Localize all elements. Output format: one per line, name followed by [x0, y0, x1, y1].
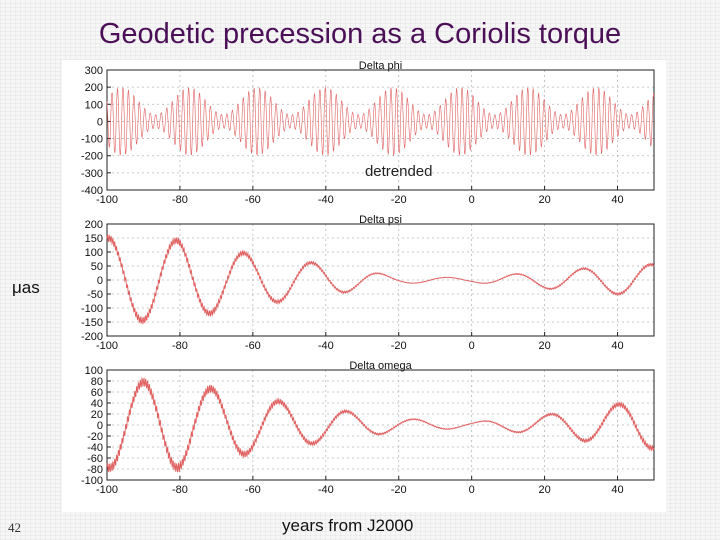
subplot-title: Delta psi [359, 214, 402, 226]
chart-figure: Delta phi3002001000-100-200-300-400-100-… [81, 60, 655, 496]
chart-panel: Delta phi 300 200 100 0 -100 -200 -300 -400 -100-… [62, 60, 666, 512]
y-tick-label: -20 [87, 431, 103, 443]
y-unit-label: μas [12, 278, 40, 297]
page-number: 42 [8, 520, 21, 535]
y-tick-label: -60 [87, 453, 103, 465]
y-tick-label: -400 [81, 185, 103, 197]
x-tick-label: -20 [391, 484, 407, 496]
x-tick-label: 20 [538, 484, 550, 496]
y-tick-label: -80 [87, 464, 103, 476]
x-tick-label: -40 [318, 484, 334, 496]
x-axis-caption: years from J2000 [282, 516, 414, 535]
y-tick-label: -200 [81, 151, 103, 163]
y-tick-label: 0 [97, 275, 103, 287]
y-tick-label: 40 [91, 398, 103, 410]
y-tick-label: 150 [85, 233, 103, 245]
x-tick-label: -40 [318, 194, 334, 206]
y-tick-label: 100 [85, 99, 103, 111]
x-tick-label: -100 [96, 484, 118, 496]
x-tick-label: 20 [538, 340, 550, 352]
y-tick-label: 80 [91, 376, 103, 388]
subplot-3: Delta omega100806040200-20-40-60-80-100-… [81, 360, 655, 496]
y-tick-label: -150 [81, 317, 103, 329]
x-tick-label: -60 [245, 340, 261, 352]
x-tick-label: 20 [538, 194, 550, 206]
y-tick-label: 300 [85, 65, 103, 77]
y-tick-label: 0 [97, 116, 103, 128]
x-tick-label: 0 [469, 194, 475, 206]
subplot-1: Delta phi3002001000-100-200-300-400-100-… [81, 60, 655, 206]
y-tick-label: -50 [87, 289, 103, 301]
x-tick-label: 40 [611, 340, 623, 352]
plot-frame [106, 223, 655, 337]
x-tick-label: -100 [96, 340, 118, 352]
x-tick-label: -40 [318, 340, 334, 352]
x-tick-label: -20 [391, 194, 407, 206]
annotation-label: detrended [365, 163, 433, 180]
y-tick-label: -100 [81, 475, 103, 487]
plot-frame [106, 69, 655, 191]
series-line [106, 87, 655, 156]
y-tick-label: -300 [81, 168, 103, 180]
y-tick-label: -40 [87, 442, 103, 454]
x-tick-label: -20 [391, 340, 407, 352]
y-tick-label: 0 [97, 420, 103, 432]
x-tick-label: 0 [469, 340, 475, 352]
x-tick-label: 0 [469, 484, 475, 496]
y-tick-label: 100 [85, 365, 103, 377]
slide-title: Geodetic precession as a Coriolis torque [98, 18, 622, 50]
subplot-title: Delta phi [359, 60, 402, 72]
y-tick-label: 20 [91, 409, 103, 421]
y-tick-label: -100 [81, 303, 103, 315]
x-tick-label: 40 [611, 194, 623, 206]
x-tick-label: -60 [245, 484, 261, 496]
x-tick-label: 40 [611, 484, 623, 496]
y-tick-label: -200 [81, 331, 103, 343]
y-tick-label: 200 [85, 82, 103, 94]
series-line [106, 234, 655, 325]
subplot-title: Delta omega [349, 360, 412, 372]
plot-frame [106, 369, 655, 481]
series-line [106, 376, 655, 473]
y-tick-label: 60 [91, 387, 103, 399]
y-tick-label: 200 [85, 219, 103, 231]
x-tick-label: -80 [172, 484, 188, 496]
y-tick-label: 100 [85, 247, 103, 259]
x-tick-label: -100 [96, 194, 118, 206]
x-tick-label: -60 [245, 194, 261, 206]
x-tick-label: -80 [172, 340, 188, 352]
subplot-2: Delta psi200150100500-50-100-150-200-100… [81, 214, 655, 352]
x-tick-label: -80 [172, 194, 188, 206]
y-tick-label: 50 [91, 261, 103, 273]
y-tick-label: -100 [81, 134, 103, 146]
